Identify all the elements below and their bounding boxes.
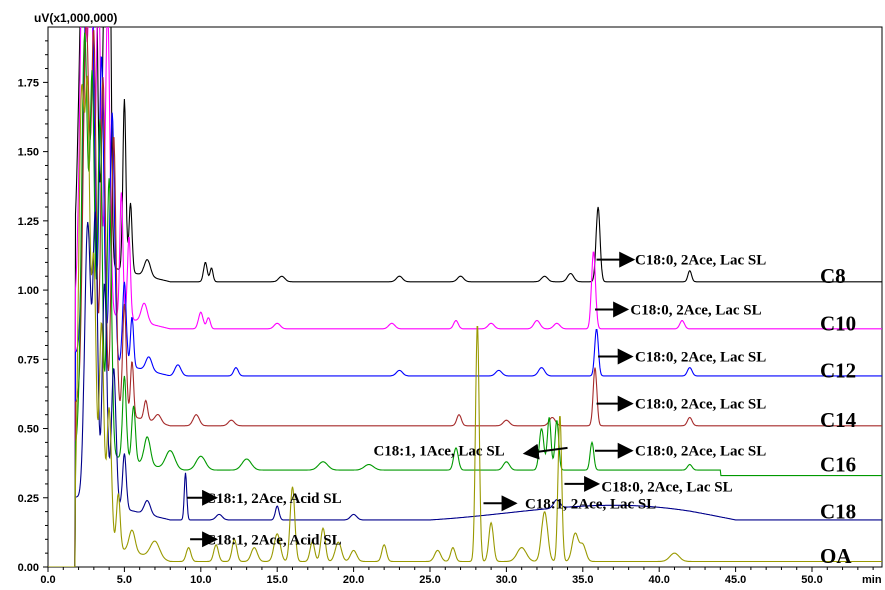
y-tick-label: 1.50 [18,147,39,159]
trace-line-c12 [48,27,882,567]
trace-label-c10: C10 [820,311,856,335]
y-tick-label: 1.25 [18,216,39,228]
x-tick-label: 5.0 [117,574,132,586]
annotation-label: C18:0, 2Ace, Lac SL [601,480,732,496]
trace-label-c16: C16 [820,453,856,477]
x-tick-label: 10.0 [190,574,211,586]
y-tick-label: 1.00 [18,285,39,297]
x-tick-label: 35.0 [572,574,593,586]
y-tick-label: 0.25 [18,493,39,505]
annotation-arrow [522,443,568,460]
annotation-label: C18:0, 2Ace, Lac SL [635,397,766,413]
y-tick-label: 1.75 [18,77,39,89]
x-tick-label: 20.0 [343,574,364,586]
trace-line-c14 [48,27,882,567]
annotation-label: C18:1, 1Ace, Lac SL [373,444,504,460]
y-tick-label: 0.50 [18,424,39,436]
x-unit-label: min [862,574,882,586]
annotation-label: C18:0, 2Ace, Lac SL [635,350,766,366]
trace-line-c16 [48,32,882,567]
annotation-label: C18:1, 2Ace, Lac SL [525,496,656,512]
x-tick-label: 25.0 [419,574,440,586]
trace-line-oa [48,75,882,567]
x-tick-label: 40.0 [648,574,669,586]
x-tick-label: 45.0 [725,574,746,586]
annotation-label: C18:0, 2Ace, Lac SL [635,444,766,460]
x-tick-label: 15.0 [266,574,287,586]
x-tick-label: 50.0 [801,574,822,586]
plot-frame [47,26,883,568]
axes-layer: 0.0 5.0 10.0 15.0 20.0 25.0 30.0 35.0 40.0 45.0 50… [18,40,874,586]
y-unit-label: uV(x1,000,000) [34,11,117,25]
annotation-label: C18:1, 2Ace, Acid SL [205,491,341,507]
x-tick-label: 0.0 [40,574,55,586]
trace-label-c14: C14 [820,408,857,432]
annotation-label: C18:1, 2Ace, Acid SL [205,532,341,548]
annotation-label: C18:0, 2Ace, Lac SL [635,253,766,269]
trace-label-c8: C8 [820,264,846,288]
trace-label-oa: OA [820,544,852,568]
trace-line-c18 [48,211,882,567]
trace-label-c18: C18 [820,500,856,524]
trace-line-c8 [48,27,882,567]
annotation-label: C18:0, 2Ace, Lac SL [630,302,761,318]
trace-line-c10 [48,27,882,567]
trace-label-c12: C12 [820,358,856,382]
traces-layer [48,27,882,567]
y-tick-label: 0.75 [18,354,39,366]
x-tick-label: 30.0 [496,574,517,586]
y-tick-label: 0.00 [18,562,39,574]
